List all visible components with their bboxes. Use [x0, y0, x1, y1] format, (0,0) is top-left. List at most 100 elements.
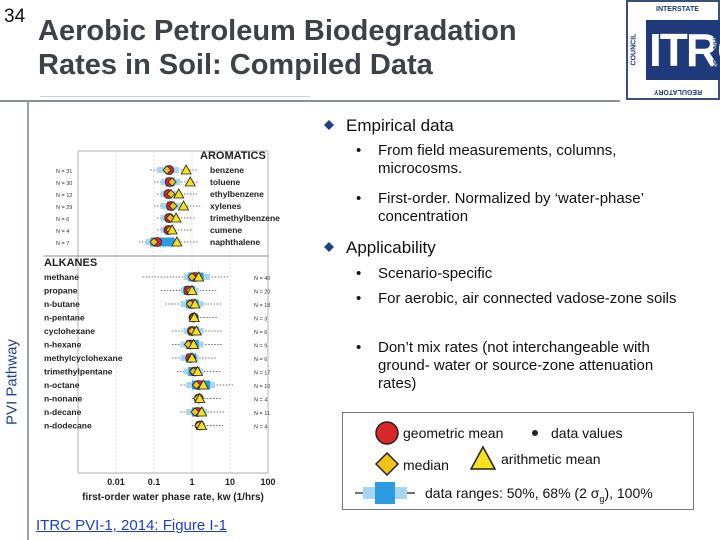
series-label: propane: [44, 286, 78, 296]
arith-mean-marker: [196, 406, 208, 417]
biodegradation-chart: 0.01 0.1 1 10 100 first-order water phase rat…: [40, 147, 280, 512]
side-label-text: PVI Pathway: [3, 339, 21, 425]
legend-ranges-text: data ranges: 50%, 68% (2 σ: [425, 485, 600, 501]
series-label: toluene: [210, 177, 240, 187]
arith-mean-marker: [180, 164, 192, 175]
dot-bullet-icon: •: [356, 339, 362, 356]
plot-frame: [77, 150, 269, 474]
page-title: Aerobic Petroleum Biodegradation Rates i…: [38, 14, 598, 82]
group-title: ALKANES: [44, 257, 97, 269]
data-value-legend-marker: [532, 430, 538, 436]
citation-link[interactable]: ITRC PVI-1, 2014: Figure I-1: [36, 517, 227, 534]
series-label: benzene: [210, 165, 244, 175]
itrc-logo: INTERSTATE ITRC REGULATORY COUNCIL TECHN…: [626, 0, 720, 100]
n-count-label: N = 6: [56, 217, 69, 223]
median-marker: [190, 407, 200, 417]
sub-bullet-2-text: First-order. Normalized by ‘water-phase’…: [378, 190, 644, 225]
median-marker: [166, 189, 176, 199]
arith-mean-marker: [197, 379, 210, 390]
n-count-label: N = 4: [254, 398, 267, 404]
series-label: n-nonane: [44, 394, 83, 404]
series-label: n-octane: [44, 380, 80, 390]
n-count-label: N = 3: [254, 317, 267, 323]
sub-bullet-1-text: From field measurements, columns, microc…: [378, 142, 617, 177]
arith-mean-marker: [196, 419, 208, 430]
series-label: naphthalene: [210, 237, 260, 247]
series-label: n-hexane: [44, 340, 82, 350]
geomean-legend-marker: [375, 421, 399, 445]
title-line-1: Aerobic Petroleum Biodegradation: [38, 15, 517, 47]
bullet-empirical: Empirical data: [324, 116, 454, 136]
arith-mean-marker: [194, 392, 206, 403]
bullet-empirical-text: Empirical data: [346, 116, 454, 135]
x-tick-label: 0.1: [148, 477, 161, 487]
dot-bullet-icon: •: [356, 265, 362, 282]
n-count-label: N = 40: [254, 276, 270, 282]
slide-number: 34: [4, 6, 26, 27]
series-label: cumene: [210, 225, 242, 235]
arith-mean-marker: [184, 176, 196, 187]
dot-bullet-icon: •: [356, 290, 362, 307]
x-tick-label: 0.01: [107, 477, 125, 487]
arith-mean-marker: [171, 236, 183, 247]
n-count-label: N = 11: [254, 411, 270, 417]
side-label: PVI Pathway: [2, 339, 22, 425]
arith-mean-marker: [177, 200, 190, 211]
diamond-bullet-icon: [324, 242, 334, 252]
sub-bullet-4-text: For aerobic, air connected vadose-zone s…: [378, 290, 677, 307]
n-count-label: N = 10: [254, 384, 270, 390]
sub-bullet-5-text: Don’t mix rates (not interchangeable wit…: [378, 339, 654, 392]
n-count-label: N = 4: [254, 425, 267, 431]
x-axis-label: first-order water phase rate, kw (1/hrs): [82, 492, 264, 503]
arith-mean-marker: [187, 338, 200, 349]
median-marker: [167, 177, 177, 187]
series-label: trimethylbenzene: [210, 213, 280, 223]
legend-ranges-label: data ranges: 50%, 68% (2 σg), 100%: [425, 485, 653, 504]
n-count-label: N = 6: [254, 330, 267, 336]
sub-bullet-4: • For aerobic, air connected vadose-zone…: [356, 290, 696, 308]
logo-top-text: INTERSTATE: [656, 6, 699, 13]
sub-bullet-3-text: Scenario-specific: [378, 265, 493, 282]
n-count-label: N = 29: [56, 205, 72, 211]
bullet-applicability-text: Applicability: [346, 238, 436, 257]
x-tick-label: 100: [260, 477, 275, 487]
chart-legend: geometric mean data values median arithm…: [342, 412, 694, 510]
n-count-label: N = 9: [254, 344, 267, 350]
n-count-label: N = 20: [254, 290, 270, 296]
logo-main-text: ITRC: [646, 20, 720, 80]
header-rule: [0, 100, 620, 102]
series-label: n-butane: [44, 299, 80, 309]
n-count-label: N = 30: [56, 181, 72, 187]
range50-legend-bar: [375, 482, 395, 504]
bullet-applicability: Applicability: [324, 238, 436, 258]
sub-bullet-1: • From field measurements, columns, micr…: [356, 142, 686, 178]
series-label: cyclohexane: [44, 326, 95, 336]
median-marker: [168, 201, 178, 211]
n-count-label: N = 7: [56, 241, 69, 247]
series-label: n-pentane: [44, 313, 85, 323]
range50-bar: [150, 237, 175, 247]
logo-left-text: COUNCIL: [630, 33, 638, 66]
median-marker: [187, 272, 197, 282]
arith-mean-marker: [191, 365, 204, 376]
dot-bullet-icon: •: [356, 190, 362, 207]
series-label: n-dodecane: [44, 421, 92, 431]
legend-ranges-sub: g: [599, 493, 605, 504]
logo-right-text: TECHNOLOGY: [711, 24, 719, 75]
legend-ranges-end: ), 100%: [604, 485, 653, 501]
median-legend-marker: [374, 451, 400, 477]
arith-mean-marker: [170, 212, 182, 223]
header-accent-rule: [40, 96, 310, 97]
n-count-label: N = 12: [56, 193, 72, 199]
logo-bottom-text: REGULATORY: [654, 88, 703, 95]
median-marker: [191, 380, 201, 390]
arith-mean-marker: [173, 188, 185, 199]
arith-mean-marker: [186, 284, 198, 295]
arith-mean-marker: [186, 352, 198, 363]
chart-svg: 0.01 0.1 1 10 100 first-order water phase rat…: [44, 150, 280, 503]
n-count-label: N = 4: [56, 229, 69, 235]
x-tick-label: 10: [225, 477, 235, 487]
arith-mean-marker: [166, 224, 178, 235]
sub-bullet-3: • Scenario-specific: [356, 265, 686, 283]
arith-mean-marker: [190, 325, 203, 336]
